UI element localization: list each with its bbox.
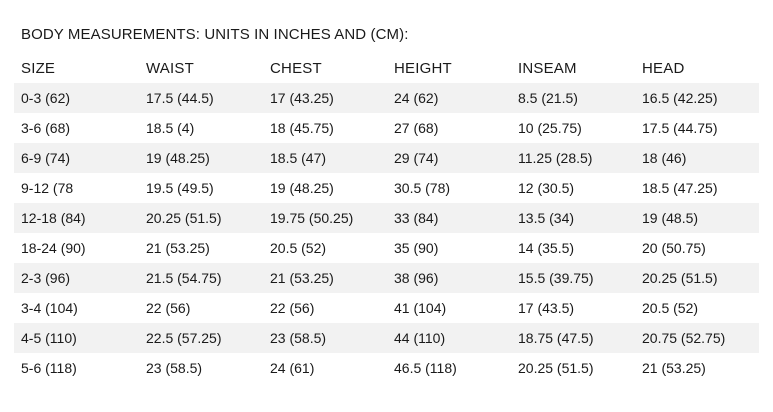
measurements-table: SIZE WAIST CHEST HEIGHT INSEAM HEAD 0-3 … (14, 53, 759, 383)
cell-inseam: 10 (25.75) (518, 120, 582, 136)
cell-waist: 20.25 (51.5) (139, 203, 263, 233)
cell-height: 27 (68) (394, 120, 439, 136)
cell-size: 4-5 (110) (14, 323, 139, 353)
cell-size: 18-24 (90) (21, 240, 86, 256)
cell-head: 16.5 (42.25) (635, 83, 759, 113)
table-row: 9-12 (78 19.5 (49.5) 19 (48.25) 30.5 (78… (14, 173, 759, 203)
cell-head: 17.5 (44.75) (642, 120, 718, 136)
cell-height: 41 (104) (394, 300, 447, 316)
cell-height: 30.5 (78) (394, 180, 451, 196)
header-height: HEIGHT (394, 59, 452, 77)
cell-waist: 19.5 (49.5) (146, 180, 214, 196)
cell-waist: 22.5 (57.25) (139, 323, 263, 353)
cell-chest: 22 (56) (270, 300, 315, 316)
table-row: 6-9 (74) 19 (48.25) 18.5 (47) 29 (74) 11… (14, 143, 759, 173)
cell-height: 35 (90) (394, 240, 439, 256)
cell-height: 46.5 (118) (394, 360, 457, 376)
cell-inseam: 18.75 (47.5) (511, 323, 635, 353)
cell-height: 33 (84) (387, 203, 511, 233)
cell-chest: 23 (58.5) (263, 323, 387, 353)
cell-waist: 17.5 (44.5) (139, 83, 263, 113)
header-chest: CHEST (270, 59, 322, 77)
table-row: 3-4 (104) 22 (56) 22 (56) 41 (104) 17 (4… (14, 293, 759, 323)
cell-head: 18 (46) (635, 143, 759, 173)
cell-waist: 19 (48.25) (139, 143, 263, 173)
table-row: 18-24 (90) 21 (53.25) 20.5 (52) 35 (90) … (14, 233, 759, 263)
cell-inseam: 11.25 (28.5) (511, 143, 635, 173)
cell-size: 2-3 (96) (14, 263, 139, 293)
table-row: 4-5 (110) 22.5 (57.25) 23 (58.5) 44 (110… (14, 323, 759, 353)
header-waist: WAIST (146, 59, 194, 77)
cell-waist: 21 (53.25) (146, 240, 210, 256)
cell-inseam: 12 (30.5) (518, 180, 575, 196)
cell-inseam: 15.5 (39.75) (511, 263, 635, 293)
header-size: SIZE (21, 59, 56, 77)
table-row: 0-3 (62) 17.5 (44.5) 17 (43.25) 24 (62) … (14, 83, 759, 113)
header-inseam: INSEAM (518, 59, 577, 77)
cell-inseam: 8.5 (21.5) (511, 83, 635, 113)
cell-chest: 19.75 (50.25) (263, 203, 387, 233)
table-row: 12-18 (84) 20.25 (51.5) 19.75 (50.25) 33… (14, 203, 759, 233)
cell-waist: 23 (58.5) (146, 360, 203, 376)
cell-inseam: 14 (35.5) (518, 240, 575, 256)
cell-head: 21 (53.25) (642, 360, 706, 376)
cell-height: 44 (110) (387, 323, 511, 353)
chart-caption: BODY MEASUREMENTS: UNITS IN INCHES AND (… (21, 26, 409, 43)
cell-chest: 20.5 (52) (270, 240, 327, 256)
cell-head: 20.5 (52) (642, 300, 699, 316)
cell-height: 24 (62) (387, 83, 511, 113)
cell-size: 0-3 (62) (14, 83, 139, 113)
header-row: SIZE WAIST CHEST HEIGHT INSEAM HEAD (14, 53, 759, 83)
header-head: HEAD (642, 59, 685, 77)
cell-head: 19 (48.5) (635, 203, 759, 233)
cell-head: 20 (50.75) (642, 240, 706, 256)
table-row: 5-6 (118) 23 (58.5) 24 (61) 46.5 (118) 2… (14, 353, 759, 383)
cell-size: 3-4 (104) (21, 300, 78, 316)
table-row: 2-3 (96) 21.5 (54.75) 21 (53.25) 38 (96)… (14, 263, 759, 293)
cell-head: 20.25 (51.5) (635, 263, 759, 293)
cell-size: 12-18 (84) (14, 203, 139, 233)
table-row: 3-6 (68) 18.5 (4) 18 (45.75) 27 (68) 10 … (14, 113, 759, 143)
cell-size: 5-6 (118) (21, 360, 77, 376)
cell-waist: 22 (56) (146, 300, 191, 316)
cell-chest: 21 (53.25) (263, 263, 387, 293)
cell-size: 9-12 (78 (21, 180, 74, 196)
cell-inseam: 13.5 (34) (511, 203, 635, 233)
cell-chest: 19 (48.25) (270, 180, 334, 196)
cell-chest: 18.5 (47) (263, 143, 387, 173)
cell-chest: 24 (61) (270, 360, 315, 376)
cell-head: 18.5 (47.25) (642, 180, 718, 196)
cell-waist: 21.5 (54.75) (139, 263, 263, 293)
cell-height: 29 (74) (387, 143, 511, 173)
cell-chest: 18 (45.75) (270, 120, 334, 136)
cell-inseam: 20.25 (51.5) (518, 360, 594, 376)
cell-waist: 18.5 (4) (146, 120, 195, 136)
cell-size: 3-6 (68) (21, 120, 71, 136)
cell-height: 38 (96) (387, 263, 511, 293)
cell-inseam: 17 (43.5) (518, 300, 575, 316)
cell-chest: 17 (43.25) (263, 83, 387, 113)
cell-head: 20.75 (52.75) (635, 323, 759, 353)
cell-size: 6-9 (74) (14, 143, 139, 173)
